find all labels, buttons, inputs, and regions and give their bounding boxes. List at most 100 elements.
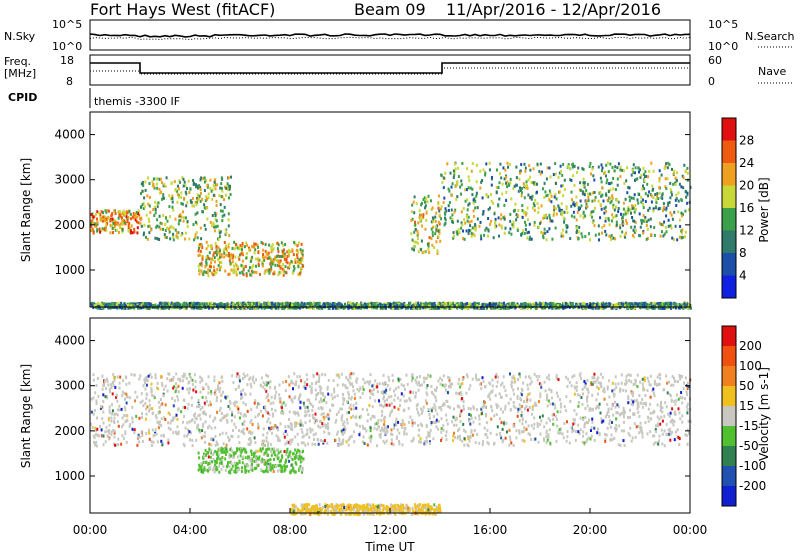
data-cell bbox=[546, 166, 549, 170]
data-cell bbox=[277, 438, 279, 442]
data-cell bbox=[661, 192, 664, 196]
data-cell bbox=[558, 190, 561, 194]
data-cell bbox=[626, 211, 629, 215]
data-cell bbox=[416, 307, 419, 310]
data-cell bbox=[667, 161, 670, 165]
data-cell bbox=[257, 424, 260, 428]
data-cell bbox=[137, 433, 140, 437]
data-cell bbox=[230, 301, 233, 305]
data-cell bbox=[441, 378, 444, 382]
data-cell bbox=[518, 177, 521, 181]
data-cell bbox=[473, 227, 476, 230]
data-cell bbox=[648, 190, 651, 194]
data-cell bbox=[612, 236, 615, 240]
data-cell bbox=[545, 441, 548, 445]
data-cell bbox=[408, 301, 410, 305]
data-cell bbox=[156, 306, 159, 310]
data-cell bbox=[353, 303, 356, 307]
data-cell bbox=[127, 229, 130, 233]
data-cell bbox=[199, 407, 202, 411]
data-cell bbox=[101, 227, 104, 231]
data-cell bbox=[640, 221, 643, 225]
data-cell bbox=[546, 438, 549, 442]
data-cell bbox=[454, 162, 456, 166]
data-cell bbox=[108, 416, 111, 420]
data-cell bbox=[284, 265, 287, 269]
data-cell bbox=[416, 407, 419, 411]
data-cell bbox=[543, 195, 546, 199]
data-cell bbox=[245, 256, 248, 260]
data-cell bbox=[498, 223, 501, 227]
data-cell bbox=[147, 202, 150, 206]
data-cell bbox=[505, 175, 507, 179]
data-cell bbox=[180, 215, 183, 219]
data-cell bbox=[514, 406, 517, 410]
data-cell bbox=[478, 302, 480, 306]
data-cell bbox=[415, 201, 418, 205]
data-cell bbox=[411, 238, 414, 242]
data-cell bbox=[500, 436, 503, 440]
data-cell bbox=[416, 303, 419, 307]
data-cell bbox=[303, 302, 306, 306]
data-cell bbox=[482, 210, 485, 213]
data-cell bbox=[439, 213, 441, 217]
data-cell bbox=[292, 269, 295, 273]
data-cell bbox=[605, 181, 608, 185]
data-cell bbox=[253, 245, 256, 249]
data-cell bbox=[601, 193, 604, 197]
data-cell bbox=[649, 217, 652, 221]
data-cell bbox=[200, 306, 203, 310]
data-cell bbox=[470, 169, 473, 173]
data-cell bbox=[194, 233, 197, 237]
data-cell bbox=[203, 203, 206, 207]
data-cell bbox=[579, 372, 582, 376]
data-cell bbox=[290, 260, 293, 264]
data-cell bbox=[276, 264, 279, 267]
data-cell bbox=[498, 197, 501, 201]
data-cell bbox=[675, 193, 678, 197]
data-cell bbox=[352, 403, 355, 407]
data-cell bbox=[409, 301, 412, 305]
data-cell bbox=[624, 235, 627, 239]
data-cell bbox=[645, 224, 648, 227]
data-cell bbox=[405, 304, 408, 308]
data-cell bbox=[512, 301, 515, 305]
data-cell bbox=[414, 220, 416, 224]
data-cell bbox=[109, 219, 112, 223]
data-cell bbox=[182, 302, 185, 306]
data-cell bbox=[179, 303, 181, 307]
data-cell bbox=[442, 306, 445, 310]
data-cell bbox=[502, 216, 505, 220]
data-cell bbox=[548, 428, 551, 432]
data-cell bbox=[299, 266, 302, 270]
data-cell bbox=[683, 235, 686, 239]
data-cell bbox=[632, 171, 635, 174]
data-cell bbox=[165, 176, 168, 180]
data-cell bbox=[133, 428, 136, 432]
data-cell bbox=[460, 226, 463, 230]
data-cell bbox=[227, 184, 230, 188]
data-cell bbox=[172, 232, 175, 236]
data-cell bbox=[620, 212, 622, 216]
data-cell bbox=[218, 231, 221, 235]
data-cell bbox=[549, 216, 551, 220]
data-cell bbox=[287, 266, 290, 270]
data-cell bbox=[671, 217, 674, 221]
data-cell bbox=[422, 376, 425, 380]
data-cell bbox=[122, 303, 125, 307]
data-cell bbox=[395, 417, 398, 421]
data-cell bbox=[182, 184, 185, 188]
data-cell bbox=[423, 440, 426, 444]
data-cell bbox=[242, 372, 245, 376]
data-cell bbox=[665, 206, 668, 210]
data-cell bbox=[293, 306, 296, 310]
data-cell bbox=[161, 197, 164, 201]
data-cell bbox=[487, 229, 490, 233]
data-cell bbox=[397, 407, 400, 411]
data-cell bbox=[661, 410, 664, 414]
data-cell bbox=[460, 303, 462, 307]
data-cell bbox=[344, 428, 347, 431]
data-cell bbox=[562, 163, 565, 166]
data-cell bbox=[115, 223, 118, 226]
data-cell bbox=[111, 224, 114, 228]
